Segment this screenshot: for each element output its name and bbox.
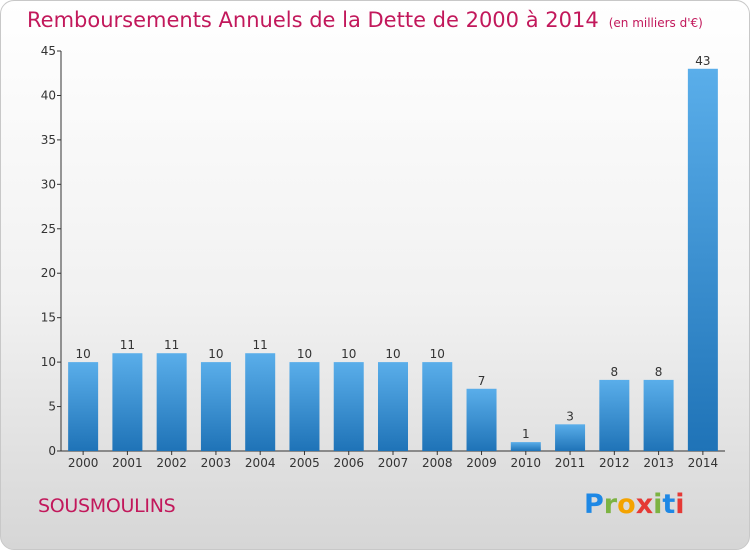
y-tick-label: 40 [41,88,56,102]
data-label: 7 [478,374,486,388]
logo-letter: r [603,489,618,520]
data-label: 10 [208,347,223,361]
data-label: 10 [341,347,356,361]
x-axis: 2000 2001 2002 2003 2004 2005 2006 2007 2008 2009… [61,450,725,470]
x-tick-label: 2013 [643,456,674,470]
data-label: 11 [253,338,268,352]
x-tick-label: 2010 [511,456,542,470]
x-tick-label: 2000 [68,456,99,470]
data-label: 10 [430,347,445,361]
chart-title-text: Remboursements Annuels de la Dette de 20… [27,8,599,32]
y-tick-label: 20 [41,266,56,280]
bar [643,379,674,451]
bar [378,362,408,451]
data-label: 11 [120,338,135,352]
y-tick-label: 5 [48,400,56,414]
proxiti-logo: Proxiti [584,489,685,520]
x-tick-label: 2009 [466,456,497,470]
x-tick-label: 2008 [422,456,453,470]
chart-title-unit: (en milliers d'€) [608,16,703,30]
x-tick-label: 2004 [245,456,276,470]
chart-title: Remboursements Annuels de la Dette de 20… [27,8,703,32]
y-tick-label: 35 [41,133,56,147]
data-labels: 10 11 11 10 11 10 10 10 10 7 1 3 8 8 43 [75,54,710,441]
x-tick-label: 2011 [555,456,586,470]
data-label: 8 [655,365,663,379]
bar [156,353,187,451]
commune-name: SOUSMOULINS [38,495,176,517]
logo-letter: o [617,489,636,520]
bar [555,424,586,451]
x-tick-label: 2001 [112,456,143,470]
bar [245,353,276,451]
logo-letter: x [635,489,654,520]
y-tick-label: 25 [41,222,56,236]
bar [112,353,143,451]
y-tick-label: 45 [41,44,56,58]
bar [289,362,320,451]
data-label: 11 [164,338,179,352]
y-axis: 0 5 10 15 20 25 30 35 40 45 [41,44,62,458]
data-label: 10 [385,347,400,361]
bar [687,68,718,452]
x-tick-label: 2006 [333,456,364,470]
x-tick-label: 2003 [201,456,232,470]
y-tick-label: 15 [41,311,56,325]
logo-letter: i [653,489,663,520]
x-tick-label: 2007 [378,456,409,470]
x-tick-label: 2014 [688,456,719,470]
bar [466,388,497,451]
data-label: 10 [75,347,90,361]
logo-letter: t [662,489,676,520]
bar [599,379,630,451]
bar [200,362,231,451]
y-tick-label: 10 [41,355,56,369]
data-label: 1 [522,427,530,441]
bars [68,68,718,452]
y-tick-label: 30 [41,177,56,191]
bar [68,362,99,451]
data-label: 8 [611,365,619,379]
bar [510,442,541,451]
y-tick-label: 0 [48,444,56,458]
bar [333,362,364,451]
data-label: 43 [695,54,710,68]
x-tick-label: 2012 [599,456,630,470]
data-label: 10 [297,347,312,361]
logo-letter: P [584,489,604,520]
logo-letter: i [675,489,685,520]
x-tick-label: 2002 [156,456,187,470]
data-label: 3 [566,409,574,423]
bar [422,362,453,451]
x-tick-label: 2005 [289,456,320,470]
